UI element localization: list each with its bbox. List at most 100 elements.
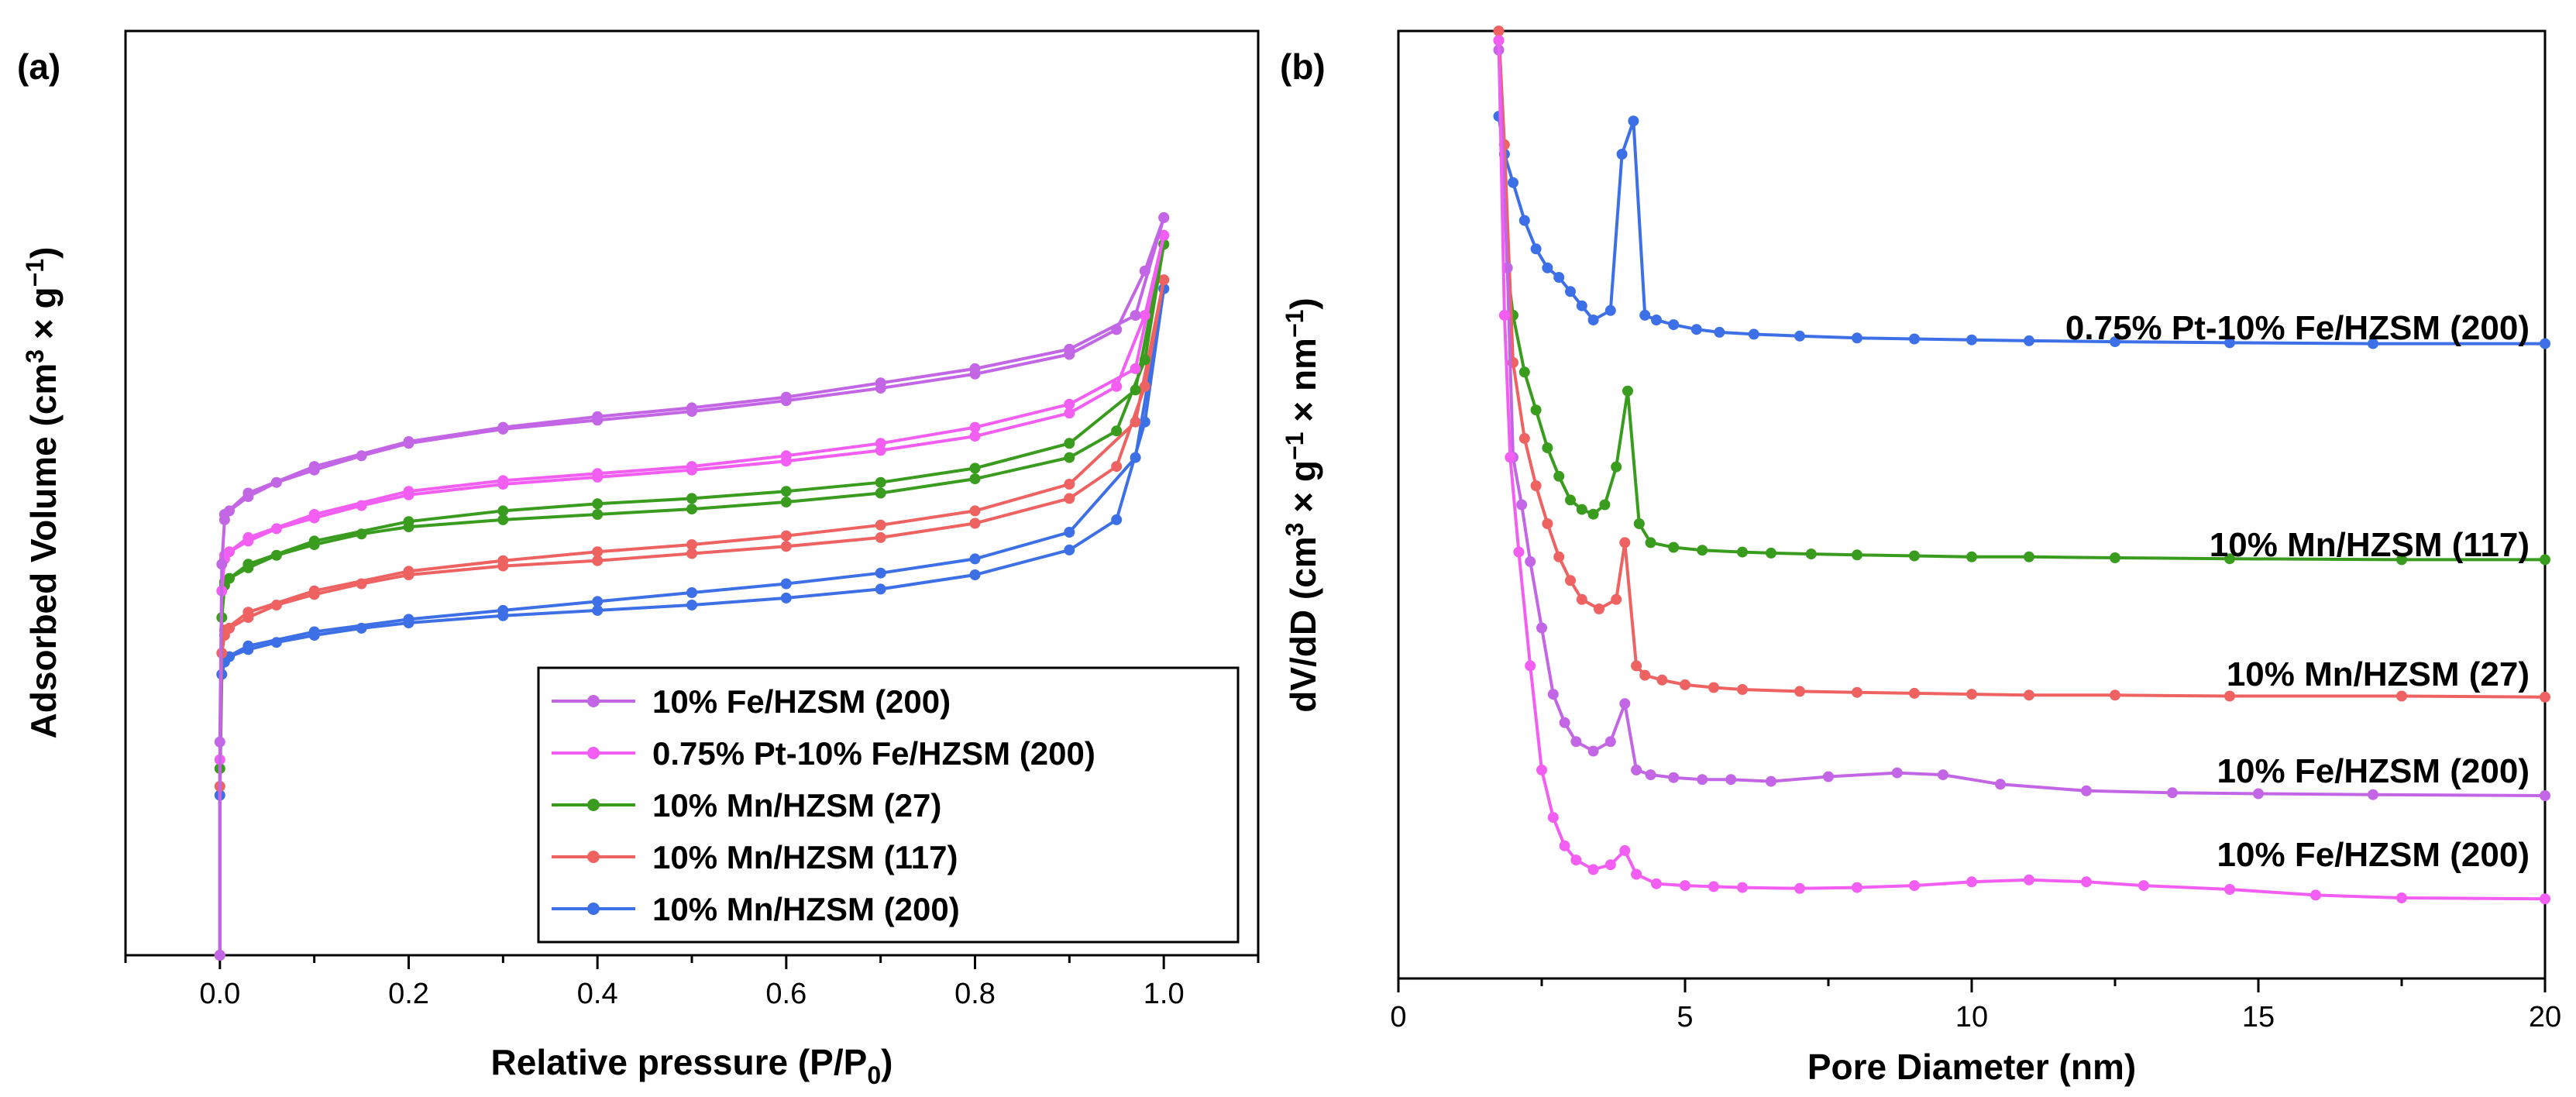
pore-distribution-point — [1622, 385, 1633, 397]
panel-b-x-axis-title: Pore Diameter (nm) — [1807, 1047, 2136, 1087]
series-2 — [214, 229, 1170, 961]
legend-entry: 10% Mn/HZSM (27) — [652, 787, 941, 824]
adsorption-point — [969, 518, 981, 529]
desorption-point — [686, 461, 697, 473]
series-5 — [1493, 35, 2550, 905]
desorption-point — [592, 498, 604, 510]
pore-distribution-point — [1852, 549, 1862, 561]
panel-a-x-ticks: 0.0 0.2 0.4 0.6 0.8 1.0 — [124, 955, 1260, 1010]
desorption-point — [592, 468, 604, 480]
series-3 — [214, 239, 1170, 961]
pore-distribution-point — [1518, 432, 1530, 444]
pore-distribution-point — [1794, 882, 1805, 894]
desorption-point — [308, 585, 320, 597]
pore-distribution-point — [2224, 337, 2235, 349]
pore-distribution-point — [1536, 764, 1547, 775]
panel-b: (b) 0 5 10 15 20 Pore Diameter (nm) dV/dD (c… — [1280, 26, 2561, 1087]
panel-b-label: (b) — [1280, 46, 1326, 87]
pore-distribution-point — [1995, 779, 2006, 790]
desorption-point — [1064, 438, 1075, 449]
x-tick-label: 0.8 — [954, 978, 996, 1010]
desorption-point — [780, 530, 792, 542]
pore-distribution-point — [1553, 551, 1565, 562]
pore-distribution-point — [1570, 855, 1582, 866]
pore-distribution-point — [2224, 690, 2235, 702]
panel-b-series — [1493, 26, 2550, 905]
legend-swatch-marker — [587, 695, 600, 707]
pore-distribution-point — [1852, 882, 1862, 893]
desorption-point — [592, 546, 604, 558]
desorption-point — [242, 559, 254, 570]
desorption-point — [780, 391, 792, 403]
x-tick-label: 0.0 — [199, 978, 240, 1010]
series-label: 10% Mn/HZSM (27) — [2227, 655, 2530, 693]
x-tick-label: 0 — [1390, 1001, 1406, 1033]
pore-distribution-point — [1530, 480, 1542, 491]
pore-distribution-point — [1805, 548, 1817, 560]
desorption-point — [875, 377, 886, 389]
pore-distribution-point — [2224, 884, 2235, 895]
pore-distribution-point — [1508, 177, 1518, 188]
adsorption-point — [969, 431, 981, 442]
pore-distribution-point — [2310, 889, 2321, 901]
desorption-point — [875, 567, 886, 579]
pore-distribution-point — [2368, 338, 2378, 349]
pore-distribution-point — [1611, 461, 1622, 473]
desorption-point — [403, 614, 414, 625]
desorption-point — [1130, 310, 1141, 322]
adsorption-point — [1064, 452, 1075, 463]
pore-distribution-point — [1587, 864, 1599, 875]
adsorption-point — [1111, 514, 1123, 525]
pore-distribution-point — [1645, 537, 1656, 548]
series-label: 0.75% Pt-10% Fe/HZSM (200) — [2065, 309, 2530, 347]
adsorption-point — [686, 504, 697, 515]
desorption-point — [308, 626, 320, 638]
panel-b-y-axis-title: dV/dD (cm3 × g−1 × nm−1) — [1281, 297, 1323, 713]
pore-distribution-point — [1680, 679, 1690, 690]
desorption-point — [686, 402, 697, 414]
adsorption-point — [1111, 380, 1123, 392]
pore-distribution-point — [1909, 687, 1920, 699]
pore-distribution-point — [2396, 554, 2407, 566]
pore-distribution-point — [2253, 788, 2264, 800]
desorption-point — [875, 519, 886, 531]
desorption-point — [497, 604, 509, 616]
desorption-point — [969, 505, 981, 517]
desorption-point — [969, 553, 981, 565]
series-4 — [1493, 44, 2550, 801]
pore-distribution-point — [1891, 767, 1903, 779]
pore-distribution-point — [1518, 366, 1530, 378]
desorption-point — [1158, 211, 1170, 223]
pore-distribution-point — [1619, 844, 1631, 856]
pore-distribution-point — [1594, 604, 1604, 614]
adsorption-point — [780, 592, 792, 604]
pore-distribution-point — [1493, 35, 1505, 46]
pore-distribution-point — [1565, 575, 1576, 586]
panel-b-x-ticks: 0 5 10 15 20 — [1390, 978, 2561, 1033]
pore-distribution-point — [2396, 690, 2407, 702]
desorption-point — [1064, 527, 1075, 538]
pore-distribution-point — [1631, 764, 1642, 775]
pore-distribution-point — [1748, 328, 1759, 340]
desorption-point — [875, 438, 886, 449]
desorption-point — [875, 476, 886, 488]
desorption-point — [497, 421, 509, 433]
pore-distribution-point — [2540, 790, 2550, 801]
desorption-point — [242, 640, 254, 652]
pore-distribution-point — [1559, 717, 1570, 728]
panel-b-series-labels: 0.75% Pt-10% Fe/HZSM (200) 10% Mn/HZSM (1… — [2065, 309, 2530, 874]
pore-distribution-point — [1668, 542, 1680, 553]
pore-distribution-point — [1587, 745, 1599, 757]
legend-swatch-marker — [587, 903, 600, 915]
pore-distribution-point — [1611, 593, 1622, 605]
series-label: 10% Fe/HZSM (200) — [2217, 752, 2530, 790]
pore-distribution-point — [1794, 330, 1805, 342]
pore-distribution-point — [1553, 272, 1565, 283]
pore-distribution-point — [1525, 660, 1536, 672]
pore-distribution-point — [1576, 593, 1587, 605]
x-tick-label: 0.4 — [577, 978, 618, 1010]
pore-distribution-point — [2138, 880, 2149, 892]
pore-distribution-point — [1737, 546, 1748, 558]
pore-distribution-point — [1570, 736, 1582, 748]
pore-distribution-point — [2540, 691, 2550, 703]
